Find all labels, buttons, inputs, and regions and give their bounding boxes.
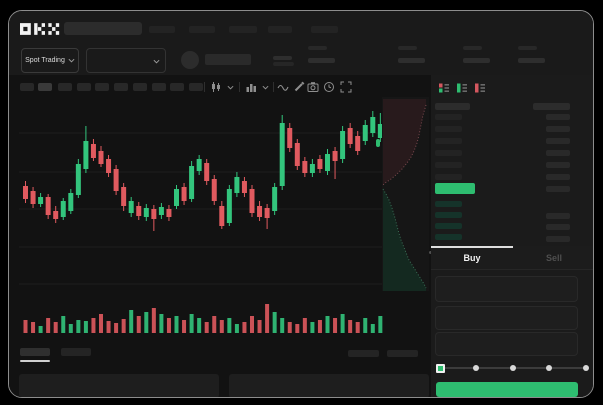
toolbar-divider [273,82,274,92]
orderbook-header-price [435,103,470,110]
chevron-down-icon[interactable] [262,85,269,90]
ask-amount [546,150,570,156]
app-window: Spot Trading [8,10,594,398]
coin-avatar [181,51,199,69]
slider-step[interactable] [473,365,479,371]
orderbook-view-bids-icon[interactable] [456,82,468,94]
fullscreen-icon[interactable] [340,81,352,93]
last-amount [546,186,570,192]
tab-buy[interactable]: Buy [463,253,481,263]
timeframe-button[interactable] [152,83,166,91]
chart-background [9,75,431,397]
ask-price[interactable] [435,174,462,180]
timeframe-button[interactable] [58,83,72,91]
nav-item[interactable] [229,26,257,33]
ask-price[interactable] [435,162,462,168]
timeframe-button[interactable] [77,83,91,91]
clock-icon[interactable] [323,81,335,93]
header-background [9,11,593,75]
market-stat-label [463,46,482,50]
price-change-placeholder [273,62,294,66]
ask-amount [546,114,570,120]
slider-step[interactable] [546,365,552,371]
chevron-down-icon [153,59,160,64]
market-stat-value [398,58,425,63]
bid-amount [546,213,570,219]
line-tool-icon[interactable] [277,82,289,92]
toolbar-divider [204,82,205,92]
orderbook-view-both-icon[interactable] [438,82,450,94]
orderbook-header-amount [533,103,570,110]
bid-amount [546,236,570,242]
market-stat-label [308,46,327,50]
nav-item[interactable] [189,26,215,33]
chart-footer-control[interactable] [387,350,418,357]
indicators-icon[interactable] [245,81,257,93]
bid-price[interactable] [435,234,462,240]
orders-table-placeholder [19,374,219,397]
last-price-bar [435,183,475,194]
slider-step[interactable] [510,365,516,371]
trade-tabs: Buy Sell [431,246,593,270]
nav-item[interactable] [268,26,292,33]
toolbar-divider [239,82,240,92]
bid-amount [546,224,570,230]
timeframe-button[interactable] [95,83,109,91]
ask-price[interactable] [435,138,462,144]
slider-handle[interactable] [436,364,445,373]
ask-price[interactable] [435,126,462,132]
pair-name-placeholder [205,54,251,65]
timeframe-button-active[interactable] [38,83,52,91]
bottom-tab[interactable] [61,348,91,356]
chart-style-icon[interactable] [210,81,222,93]
price-placeholder [273,56,292,60]
ask-price[interactable] [435,114,462,120]
nav-item[interactable] [149,26,175,33]
camera-icon[interactable] [307,81,319,93]
active-tab-underline [20,360,50,362]
timeframe-button[interactable] [114,83,128,91]
ask-amount [546,138,570,144]
market-type-label: Spot Trading [25,57,65,64]
nav-item[interactable] [311,26,338,33]
slider-step[interactable] [583,365,589,371]
market-stat-label [398,46,417,50]
pair-selector-dropdown[interactable] [86,48,166,73]
buy-tab-indicator [431,246,513,248]
amount-input[interactable] [435,306,578,330]
price-input[interactable] [435,276,578,302]
timeframe-button[interactable] [20,83,34,91]
last-price-tick [376,139,380,147]
total-input[interactable] [435,332,578,356]
market-stat-value [463,58,490,63]
chevron-down-icon[interactable] [227,85,234,90]
chart-footer-control[interactable] [348,350,379,357]
bottom-tab-active[interactable] [20,348,50,356]
tab-sell[interactable]: Sell [545,253,562,263]
market-stat-value [308,58,335,63]
timeframe-button[interactable] [133,83,147,91]
search-bar[interactable] [64,22,142,35]
orders-table-placeholder [229,374,429,397]
bid-price[interactable] [435,223,462,229]
market-type-button[interactable]: Spot Trading [21,48,79,73]
ask-price[interactable] [435,150,462,156]
bid-price[interactable] [435,212,462,218]
timeframe-button[interactable] [189,83,203,91]
orderbook-view-asks-icon[interactable] [474,82,486,94]
market-stat-label [518,46,537,50]
draw-pencil-icon[interactable] [293,81,305,93]
ask-amount [546,126,570,132]
bid-price[interactable] [435,201,462,207]
ask-amount [546,174,570,180]
depth-chart [382,97,429,291]
chevron-down-icon [68,58,75,63]
ask-amount [546,162,570,168]
candlestick-chart[interactable] [19,97,384,347]
market-stat-value [518,58,545,63]
timeframe-button[interactable] [170,83,184,91]
buy-button[interactable] [436,382,578,397]
okx-logo [20,23,60,35]
